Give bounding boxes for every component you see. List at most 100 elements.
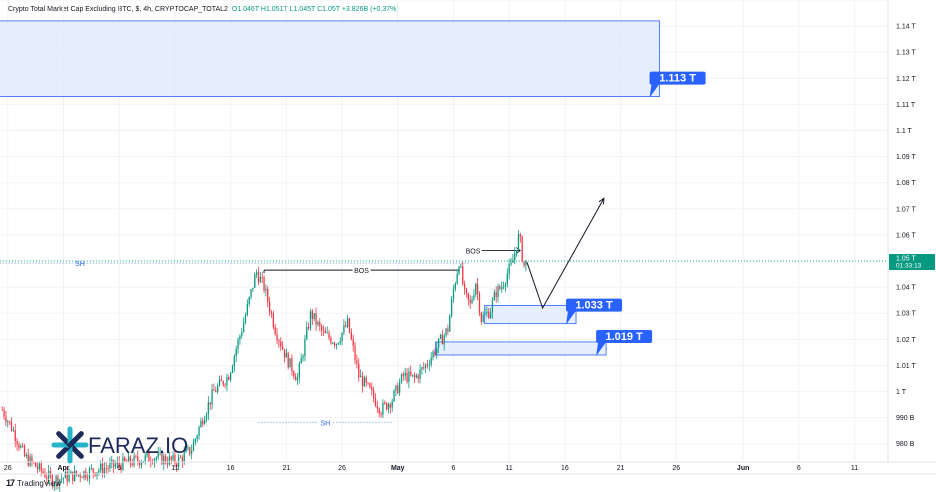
- candle-body: [49, 471, 52, 476]
- projection-path: [526, 197, 605, 310]
- zone-label-text: 1.033 T: [575, 300, 613, 312]
- candle-body: [111, 459, 113, 464]
- candle-body: [194, 438, 197, 443]
- candle-body: [408, 371, 410, 382]
- candle-body: [473, 294, 475, 300]
- candle-body: [439, 334, 442, 339]
- bos-arrow-head: [516, 247, 521, 254]
- candle-body: [476, 283, 479, 294]
- candle-body: [445, 328, 447, 336]
- candle-body: [185, 449, 187, 453]
- annotation-label-bg: [318, 418, 333, 427]
- candle-body: [276, 334, 278, 341]
- candle-body: [333, 343, 336, 346]
- candle-body: [53, 483, 55, 487]
- candle-body: [469, 299, 471, 304]
- candle-body: [66, 472, 68, 482]
- candle-body: [437, 338, 440, 348]
- candle-body: [215, 390, 217, 392]
- candle-body: [20, 445, 22, 448]
- candle-body: [62, 478, 65, 479]
- candle-body: [137, 456, 139, 462]
- supply-demand-zones: [0, 20, 660, 356]
- candle-body: [454, 283, 456, 290]
- candle-body: [346, 318, 349, 327]
- candle-body: [491, 300, 494, 313]
- bar-countdown: 01:33:13: [896, 263, 922, 270]
- candle-body: [359, 375, 362, 378]
- candle-body: [138, 461, 141, 466]
- candle-body: [220, 379, 222, 382]
- candle-body: [406, 372, 408, 382]
- candle-body: [192, 442, 195, 451]
- candle-body: [248, 297, 250, 304]
- candle-body: [120, 465, 122, 471]
- candle-body: [14, 429, 16, 441]
- candle-body: [235, 348, 237, 357]
- candle-body: [131, 463, 133, 466]
- candle-body: [159, 452, 161, 454]
- candle-body: [319, 321, 321, 326]
- zone-label-box: [649, 71, 706, 85]
- candle-body: [122, 457, 124, 471]
- candle-body: [283, 349, 286, 358]
- candle-body: [16, 440, 18, 445]
- candle-body: [75, 470, 78, 475]
- candle-body: [415, 375, 417, 378]
- price-tick-label: 1.06 T: [896, 232, 916, 239]
- candle-body: [417, 375, 419, 379]
- candle-body: [471, 299, 473, 304]
- candle-body: [272, 313, 274, 328]
- candle-body: [81, 477, 83, 479]
- tradingview-brand: TradingView: [17, 478, 62, 488]
- candle-body: [57, 476, 59, 486]
- candle-body: [1, 409, 3, 411]
- candle-body: [176, 463, 178, 467]
- projection-arrow-head: [598, 197, 605, 205]
- candle-body: [365, 377, 367, 383]
- candle-body: [181, 457, 184, 462]
- time-tick-label: 16: [561, 465, 569, 472]
- candle-body: [207, 402, 210, 415]
- candle-body: [356, 360, 358, 364]
- candle-body: [404, 372, 406, 376]
- candle-body: [369, 383, 371, 388]
- candle-body: [291, 358, 293, 372]
- candle-body: [55, 476, 57, 484]
- zone-label-box: [566, 298, 623, 312]
- candle-body: [187, 447, 189, 450]
- candle-body: [280, 341, 282, 347]
- candle-body: [322, 330, 325, 332]
- candle-body: [441, 334, 443, 345]
- annotation-label-bg: [352, 266, 371, 275]
- candle-body: [155, 457, 158, 460]
- zone-box: [0, 20, 660, 97]
- candle-body: [105, 468, 107, 469]
- candle-body: [489, 312, 492, 319]
- candle-body: [391, 401, 393, 408]
- candle-body: [127, 456, 130, 463]
- candle-body: [116, 461, 119, 465]
- candle-body: [255, 272, 258, 275]
- annotation-label: BOS: [466, 249, 481, 256]
- candle-body: [398, 382, 401, 394]
- candle-body: [395, 385, 397, 391]
- candle-body: [38, 463, 41, 469]
- candle-body: [42, 470, 44, 474]
- candle-body: [302, 356, 304, 359]
- candle-body: [190, 450, 193, 454]
- projection-line: [526, 198, 605, 310]
- time-tick-label: Jun: [737, 465, 749, 472]
- annotation-label: SH: [75, 261, 85, 268]
- candle-body: [23, 446, 26, 457]
- time-tick-label: 21: [282, 465, 290, 472]
- candle-body: [413, 374, 416, 378]
- candle-body: [270, 312, 273, 314]
- candle-body: [166, 462, 169, 465]
- candle-body: [367, 382, 369, 384]
- zone-label-text: 1.019 T: [605, 331, 643, 343]
- time-tick-label: 26: [338, 465, 346, 472]
- watermark-brand: FARAZ.IO: [88, 433, 188, 458]
- candle-body: [101, 463, 104, 474]
